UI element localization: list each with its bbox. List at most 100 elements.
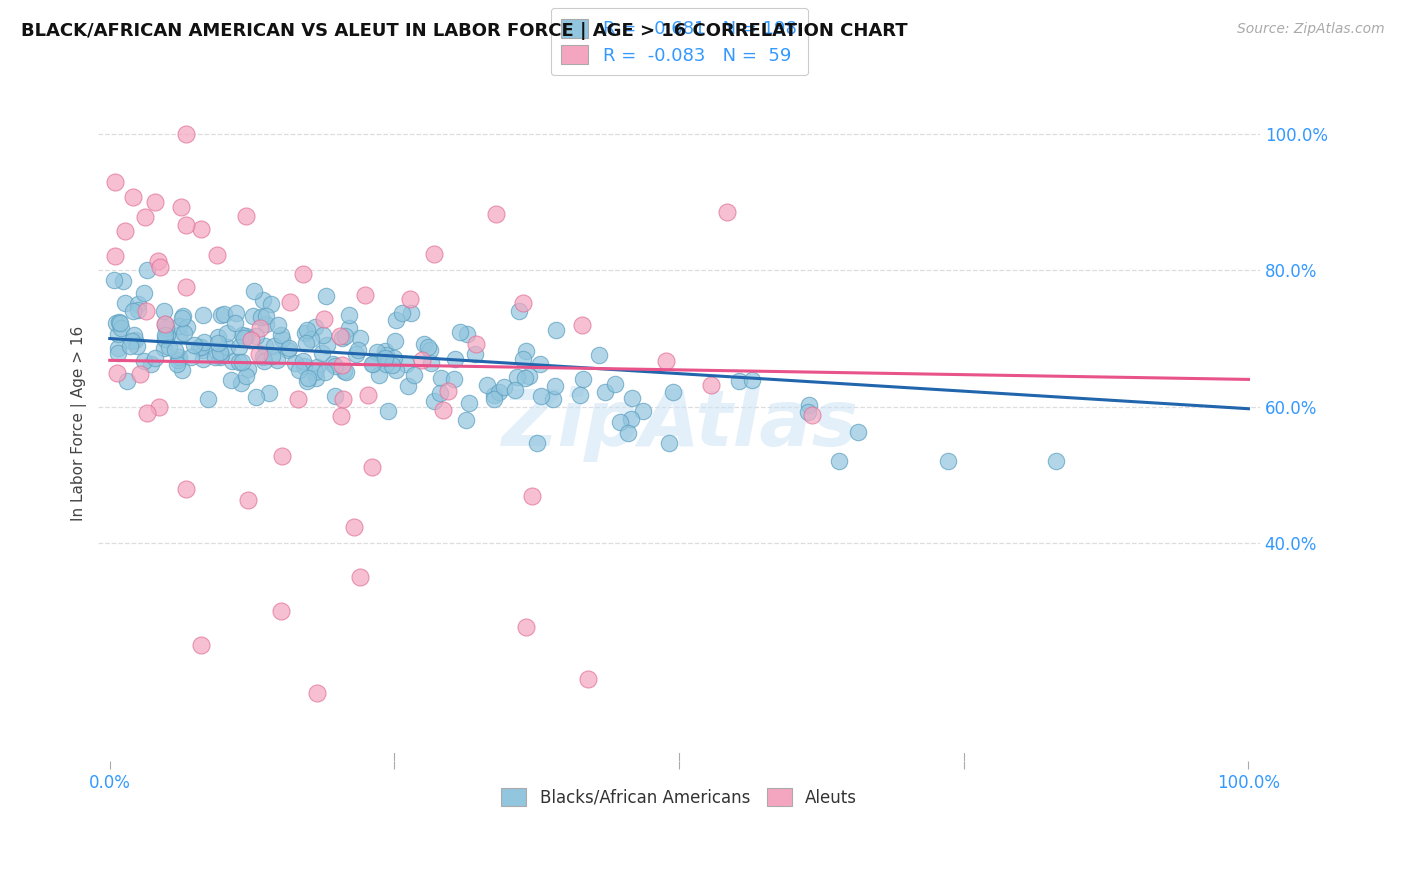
Point xyxy=(360,460,382,475)
Point xyxy=(190,638,212,652)
Point xyxy=(271,449,294,463)
Point xyxy=(270,604,292,618)
Point xyxy=(235,369,257,384)
Point xyxy=(247,347,270,361)
Point xyxy=(375,357,398,371)
Point xyxy=(129,367,152,381)
Point xyxy=(217,326,239,341)
Point xyxy=(304,319,326,334)
Point xyxy=(307,360,329,375)
Point xyxy=(936,454,959,468)
Point xyxy=(291,267,314,281)
Point xyxy=(454,412,477,426)
Point xyxy=(190,340,212,354)
Point xyxy=(155,333,177,347)
Point xyxy=(287,363,309,377)
Point xyxy=(443,372,465,386)
Point xyxy=(122,190,145,204)
Point xyxy=(384,313,406,327)
Point xyxy=(377,403,399,417)
Point xyxy=(655,354,678,368)
Point xyxy=(209,308,232,322)
Point xyxy=(323,359,346,373)
Point xyxy=(515,370,537,384)
Point xyxy=(122,304,145,318)
Point xyxy=(505,370,527,384)
Point xyxy=(576,673,599,687)
Point xyxy=(242,309,264,323)
Point xyxy=(107,346,129,360)
Point xyxy=(330,358,353,372)
Point xyxy=(170,362,193,376)
Point xyxy=(568,387,591,401)
Point xyxy=(544,378,567,392)
Point xyxy=(332,331,354,345)
Point xyxy=(661,384,683,399)
Point xyxy=(231,355,253,369)
Point xyxy=(846,425,869,439)
Point xyxy=(225,306,247,320)
Point xyxy=(353,287,375,301)
Point xyxy=(270,328,292,343)
Point xyxy=(221,373,243,387)
Point xyxy=(716,205,738,219)
Point xyxy=(136,262,159,277)
Point xyxy=(349,570,371,584)
Point xyxy=(603,377,626,392)
Point xyxy=(157,340,180,354)
Point xyxy=(464,347,486,361)
Point xyxy=(252,293,274,308)
Point xyxy=(419,343,441,357)
Point xyxy=(488,384,510,399)
Point xyxy=(207,330,229,344)
Point xyxy=(174,280,197,294)
Point xyxy=(209,348,232,362)
Point xyxy=(253,353,276,368)
Point xyxy=(193,343,215,358)
Point xyxy=(412,336,434,351)
Point xyxy=(148,253,170,268)
Point xyxy=(572,372,595,386)
Point xyxy=(204,350,226,364)
Point xyxy=(124,334,146,348)
Point xyxy=(360,358,382,372)
Point xyxy=(517,369,540,384)
Point xyxy=(828,454,851,468)
Point xyxy=(530,388,553,402)
Point xyxy=(391,306,413,320)
Point xyxy=(249,321,271,335)
Point xyxy=(172,309,194,323)
Point xyxy=(337,321,360,335)
Point xyxy=(374,343,396,358)
Point xyxy=(658,436,681,450)
Point xyxy=(209,345,232,359)
Point xyxy=(193,334,215,349)
Point xyxy=(304,366,326,380)
Point xyxy=(294,326,316,341)
Point xyxy=(253,339,276,353)
Point xyxy=(512,296,534,310)
Point xyxy=(343,520,366,534)
Point xyxy=(571,318,593,332)
Point xyxy=(1045,454,1067,468)
Point xyxy=(314,365,336,379)
Point xyxy=(254,309,277,323)
Point xyxy=(207,248,229,262)
Point xyxy=(484,388,506,402)
Point xyxy=(173,326,195,341)
Point xyxy=(621,391,644,405)
Point xyxy=(232,331,254,345)
Point xyxy=(456,326,478,341)
Point xyxy=(595,384,617,399)
Point xyxy=(287,392,309,406)
Point xyxy=(190,222,212,236)
Point xyxy=(444,352,467,367)
Point xyxy=(114,224,136,238)
Point xyxy=(322,357,344,371)
Point xyxy=(149,260,172,274)
Y-axis label: In Labor Force | Age > 16: In Labor Force | Age > 16 xyxy=(72,326,87,521)
Point xyxy=(330,409,353,423)
Point xyxy=(127,297,149,311)
Point xyxy=(381,358,404,372)
Point xyxy=(799,398,821,412)
